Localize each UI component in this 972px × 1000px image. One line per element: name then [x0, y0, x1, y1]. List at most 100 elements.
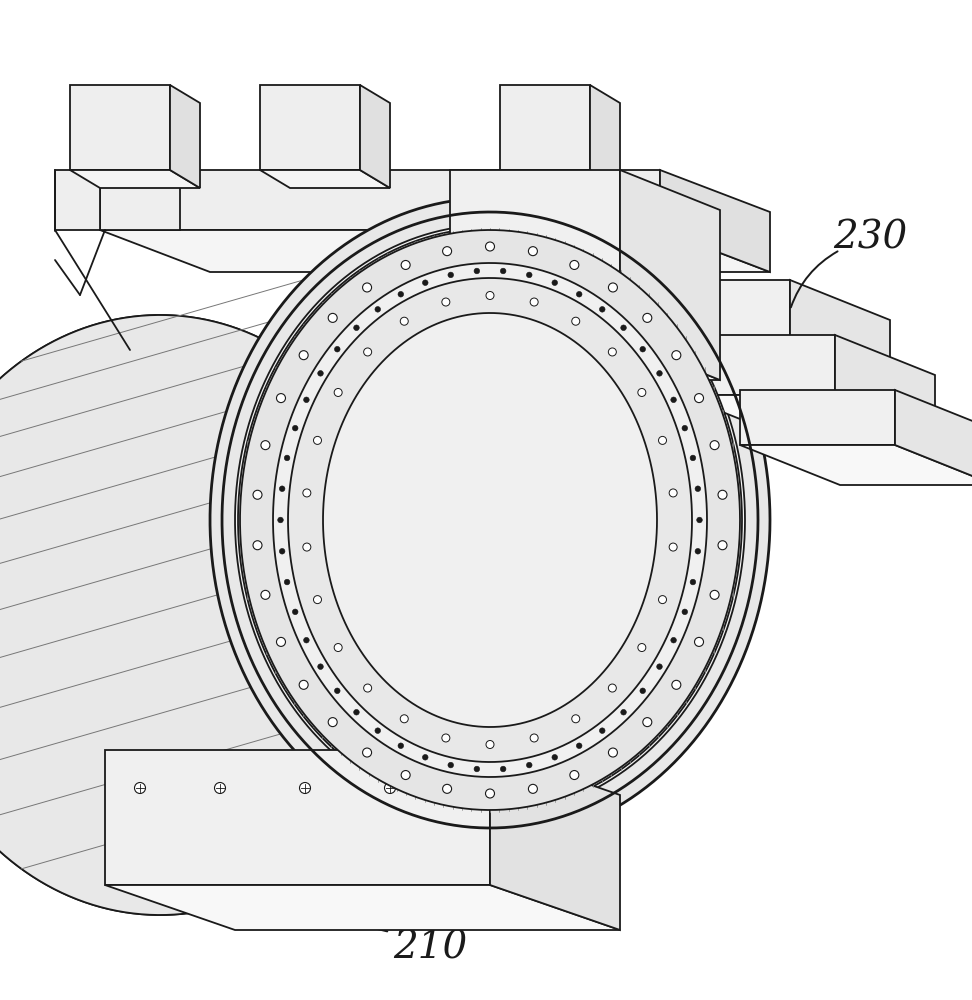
- Circle shape: [552, 754, 558, 760]
- Circle shape: [474, 268, 479, 274]
- Circle shape: [303, 543, 311, 551]
- Text: 230: 230: [833, 220, 907, 256]
- Polygon shape: [620, 280, 790, 340]
- Circle shape: [314, 596, 322, 604]
- Circle shape: [442, 734, 450, 742]
- Circle shape: [711, 441, 719, 450]
- Circle shape: [284, 579, 290, 585]
- Circle shape: [621, 325, 626, 331]
- Polygon shape: [500, 170, 620, 188]
- Text: 220: 220: [623, 344, 697, 380]
- Circle shape: [303, 397, 309, 403]
- Circle shape: [682, 609, 687, 615]
- Circle shape: [576, 291, 582, 297]
- Circle shape: [303, 637, 309, 643]
- Circle shape: [401, 771, 410, 780]
- Polygon shape: [620, 340, 890, 380]
- Polygon shape: [360, 85, 390, 188]
- Circle shape: [215, 782, 226, 794]
- Circle shape: [572, 715, 579, 723]
- Circle shape: [658, 596, 667, 604]
- Circle shape: [398, 743, 403, 749]
- Polygon shape: [835, 335, 935, 435]
- Circle shape: [642, 313, 652, 322]
- Circle shape: [621, 709, 626, 715]
- Circle shape: [299, 782, 310, 794]
- Circle shape: [448, 762, 454, 768]
- Polygon shape: [490, 750, 620, 930]
- Circle shape: [669, 489, 677, 497]
- Circle shape: [640, 346, 645, 352]
- Circle shape: [400, 715, 408, 723]
- Circle shape: [529, 247, 538, 256]
- Circle shape: [284, 455, 290, 461]
- Polygon shape: [210, 198, 770, 842]
- Polygon shape: [895, 390, 972, 485]
- Circle shape: [318, 371, 324, 376]
- Circle shape: [671, 637, 677, 643]
- Circle shape: [695, 548, 701, 554]
- Circle shape: [314, 436, 322, 444]
- Circle shape: [690, 579, 696, 585]
- Circle shape: [260, 590, 270, 599]
- Circle shape: [334, 688, 340, 694]
- Text: 210: 210: [393, 930, 468, 966]
- Circle shape: [276, 637, 286, 646]
- Circle shape: [442, 247, 452, 256]
- Circle shape: [363, 283, 371, 292]
- Circle shape: [570, 771, 579, 780]
- Circle shape: [638, 644, 645, 652]
- Circle shape: [279, 486, 285, 492]
- Circle shape: [329, 718, 337, 727]
- Polygon shape: [323, 313, 657, 727]
- Circle shape: [671, 397, 677, 403]
- Circle shape: [474, 766, 479, 772]
- Circle shape: [600, 728, 605, 733]
- Polygon shape: [105, 750, 490, 885]
- Circle shape: [501, 268, 506, 274]
- Circle shape: [642, 718, 652, 727]
- Circle shape: [608, 283, 617, 292]
- Circle shape: [334, 388, 342, 396]
- Polygon shape: [740, 445, 972, 485]
- Circle shape: [657, 371, 662, 376]
- Polygon shape: [620, 170, 720, 380]
- Circle shape: [398, 291, 403, 297]
- Circle shape: [552, 280, 558, 286]
- Circle shape: [718, 490, 727, 499]
- Circle shape: [530, 298, 538, 306]
- Polygon shape: [590, 85, 620, 188]
- Polygon shape: [660, 170, 770, 272]
- Circle shape: [334, 346, 340, 352]
- Circle shape: [334, 644, 342, 652]
- Circle shape: [682, 425, 687, 431]
- Polygon shape: [288, 278, 692, 762]
- Circle shape: [253, 490, 262, 499]
- Circle shape: [485, 242, 495, 251]
- Circle shape: [385, 782, 396, 794]
- Polygon shape: [500, 85, 590, 170]
- Polygon shape: [680, 335, 835, 395]
- Circle shape: [570, 260, 579, 269]
- Circle shape: [600, 307, 605, 312]
- Polygon shape: [100, 170, 660, 230]
- Circle shape: [400, 317, 408, 325]
- Circle shape: [279, 548, 285, 554]
- Circle shape: [299, 351, 308, 360]
- Circle shape: [303, 489, 311, 497]
- Polygon shape: [70, 85, 170, 170]
- Circle shape: [669, 543, 677, 551]
- Polygon shape: [680, 395, 935, 435]
- Polygon shape: [100, 170, 180, 230]
- Polygon shape: [450, 340, 720, 380]
- Circle shape: [672, 680, 680, 689]
- Circle shape: [486, 740, 494, 748]
- Polygon shape: [55, 170, 100, 230]
- Circle shape: [672, 351, 680, 360]
- Circle shape: [608, 348, 616, 356]
- Circle shape: [401, 260, 410, 269]
- Circle shape: [572, 317, 579, 325]
- Polygon shape: [0, 220, 750, 615]
- Circle shape: [486, 292, 494, 300]
- Circle shape: [276, 394, 286, 403]
